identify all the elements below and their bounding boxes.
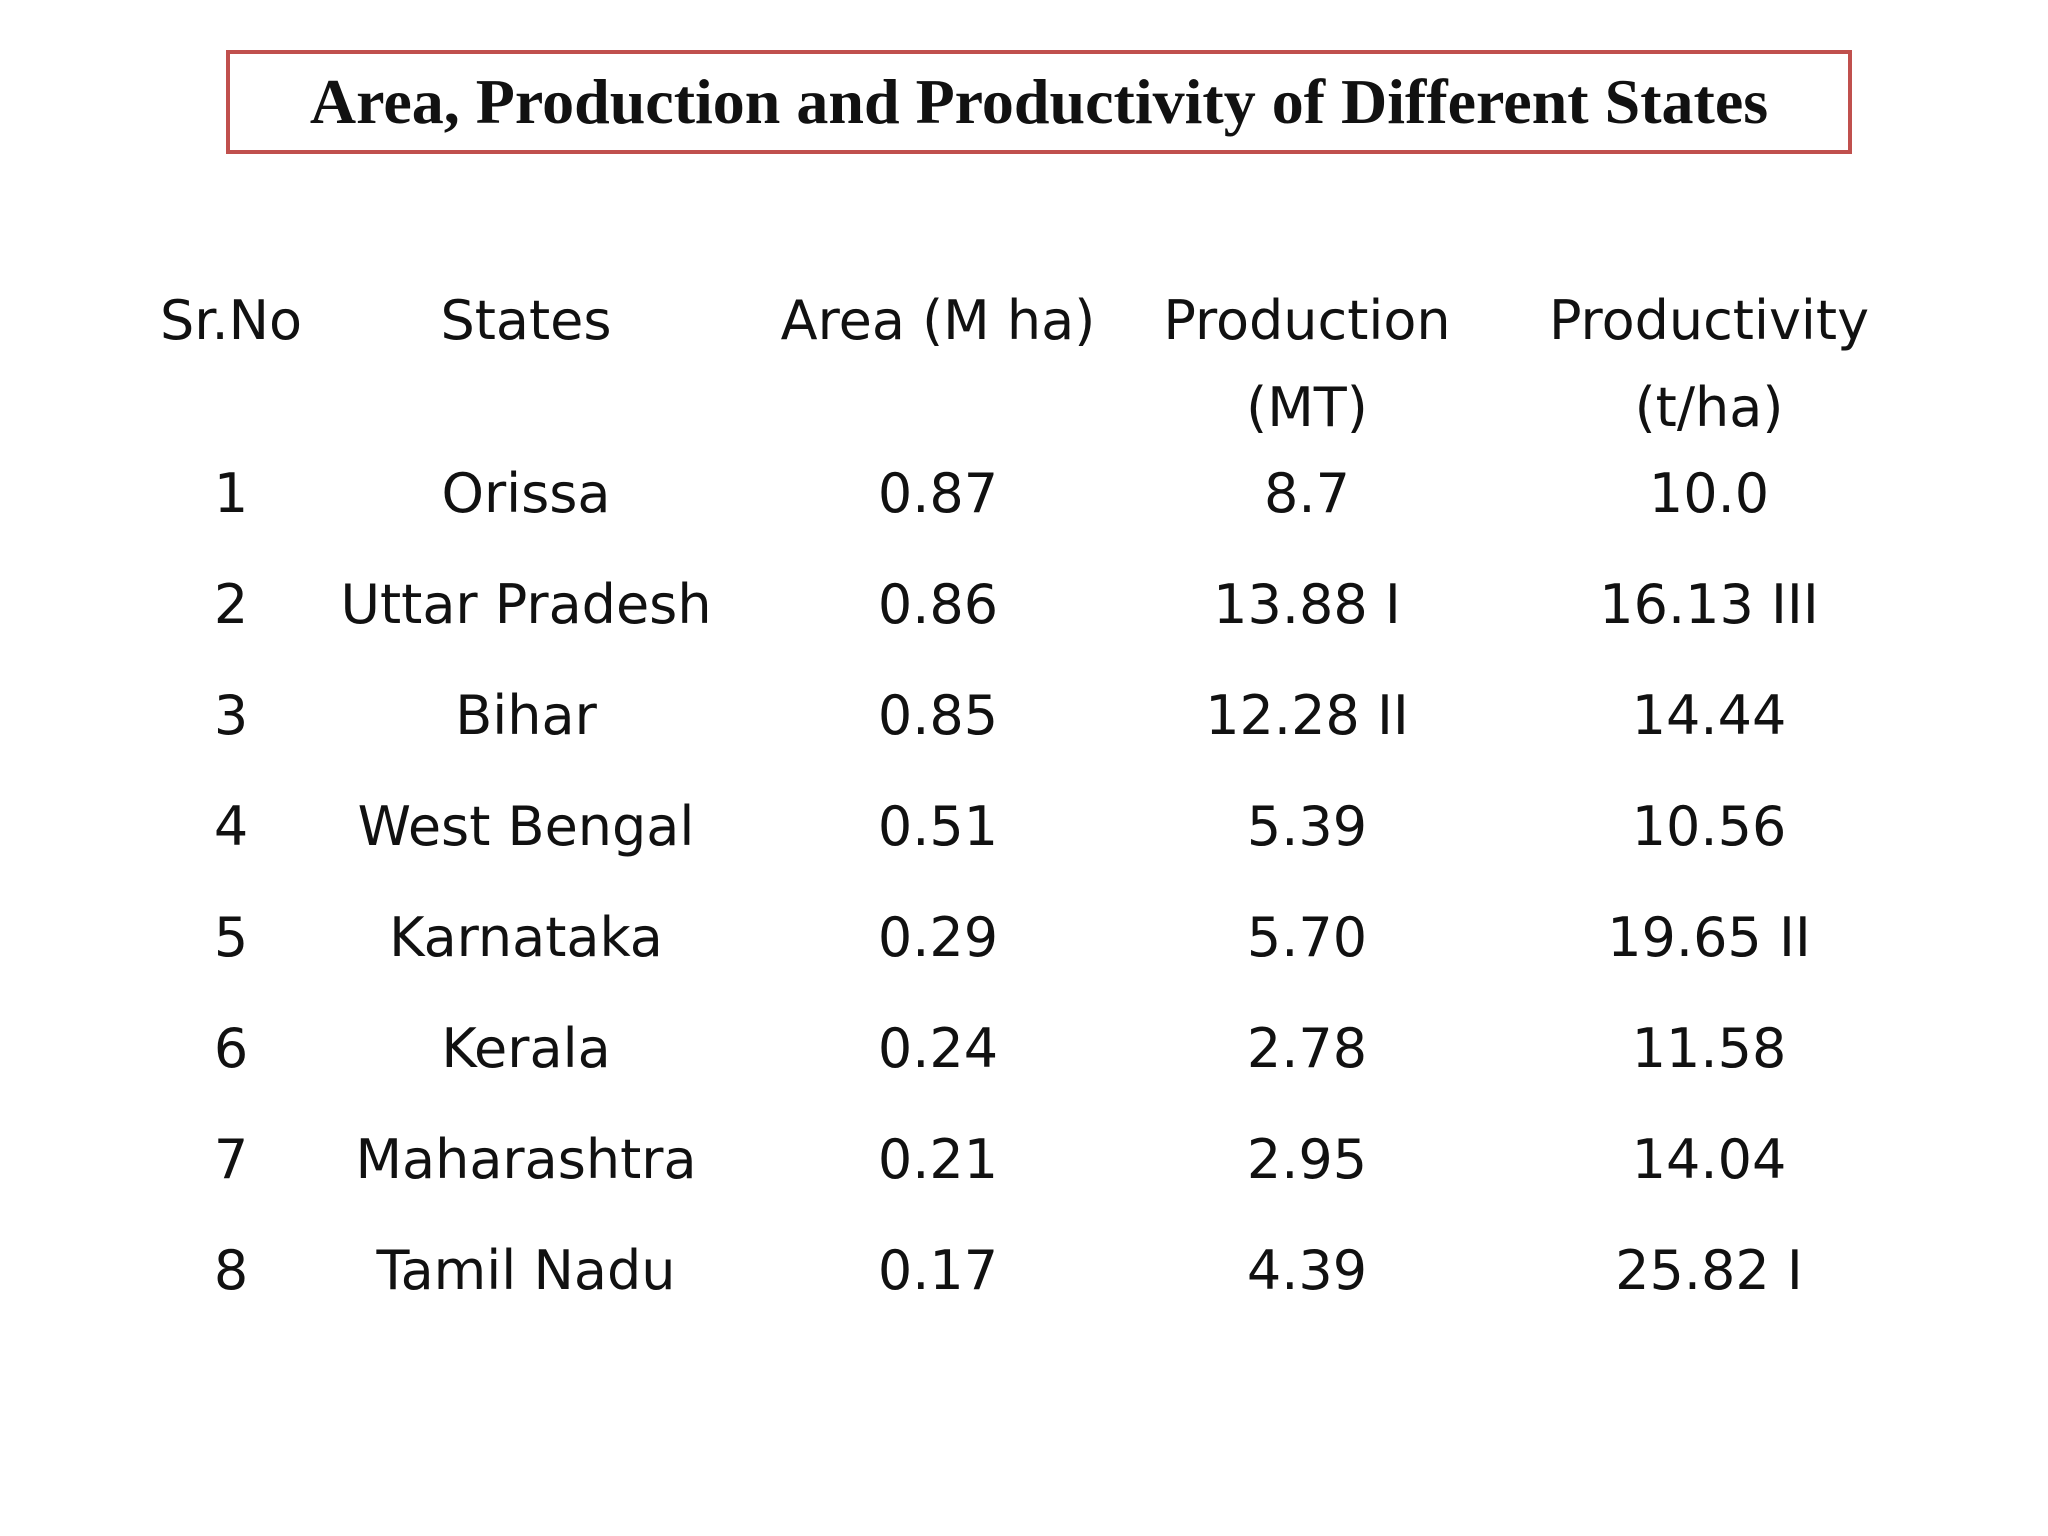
table-cell: Kerala <box>441 1017 611 1080</box>
table-cell: Uttar Pradesh <box>340 573 712 636</box>
table-cell: 14.04 <box>1631 1128 1787 1191</box>
table-cell: 5.39 <box>1246 795 1368 858</box>
table-cell: 14.44 <box>1631 684 1787 747</box>
header-area: Area (M ha) <box>780 289 1096 352</box>
header-productivity-unit: (t/ha) <box>1634 376 1784 439</box>
table-cell: Maharashtra <box>355 1128 697 1191</box>
table-cell: 10.56 <box>1631 795 1787 858</box>
table-cell: 4.39 <box>1246 1239 1368 1302</box>
table-cell: 5.70 <box>1246 906 1368 969</box>
table-cell: 1 <box>213 462 249 525</box>
table-cell: 13.88 I <box>1213 573 1401 636</box>
table-cell: 3 <box>213 684 249 747</box>
header-states: States <box>440 289 612 352</box>
header-productivity: Productivity <box>1548 289 1870 352</box>
page-title: Area, Production and Productivity of Dif… <box>309 66 1769 137</box>
table-cell: 8 <box>213 1239 249 1302</box>
table-cell: Orissa <box>441 462 611 525</box>
table-cell: 0.51 <box>877 795 999 858</box>
table-cell: 19.65 II <box>1607 906 1811 969</box>
table-cell: 8.7 <box>1264 462 1350 525</box>
header-production-unit: (MT) <box>1246 376 1368 439</box>
table-cell: Tamil Nadu <box>376 1239 676 1302</box>
table-cell: 0.17 <box>877 1239 999 1302</box>
table-cell: Karnataka <box>389 906 663 969</box>
table-cell: 7 <box>213 1128 249 1191</box>
title-box: Area, Production and Productivity of Dif… <box>226 50 1852 154</box>
table-cell: 2 <box>213 573 249 636</box>
table-cell: 4 <box>213 795 249 858</box>
table-cell: 0.85 <box>877 684 999 747</box>
table-cell: 0.24 <box>877 1017 999 1080</box>
table-cell: 25.82 I <box>1615 1239 1803 1302</box>
table-cell: 11.58 <box>1631 1017 1787 1080</box>
table-cell: 5 <box>213 906 249 969</box>
table-cell: 0.21 <box>877 1128 999 1191</box>
table-cell: 2.78 <box>1246 1017 1368 1080</box>
table-cell: 16.13 III <box>1599 573 1819 636</box>
table-cell: 6 <box>213 1017 249 1080</box>
table-cell: Bihar <box>455 684 597 747</box>
header-sr-no: Sr.No <box>159 289 303 352</box>
table-cell: 0.29 <box>877 906 999 969</box>
header-production: Production <box>1163 289 1451 352</box>
table-cell: 2.95 <box>1246 1128 1368 1191</box>
table-cell: 0.86 <box>877 573 999 636</box>
table-cell: 10.0 <box>1648 462 1770 525</box>
table-cell: 0.87 <box>877 462 999 525</box>
table-cell: West Bengal <box>357 795 695 858</box>
table-cell: 12.28 II <box>1205 684 1409 747</box>
